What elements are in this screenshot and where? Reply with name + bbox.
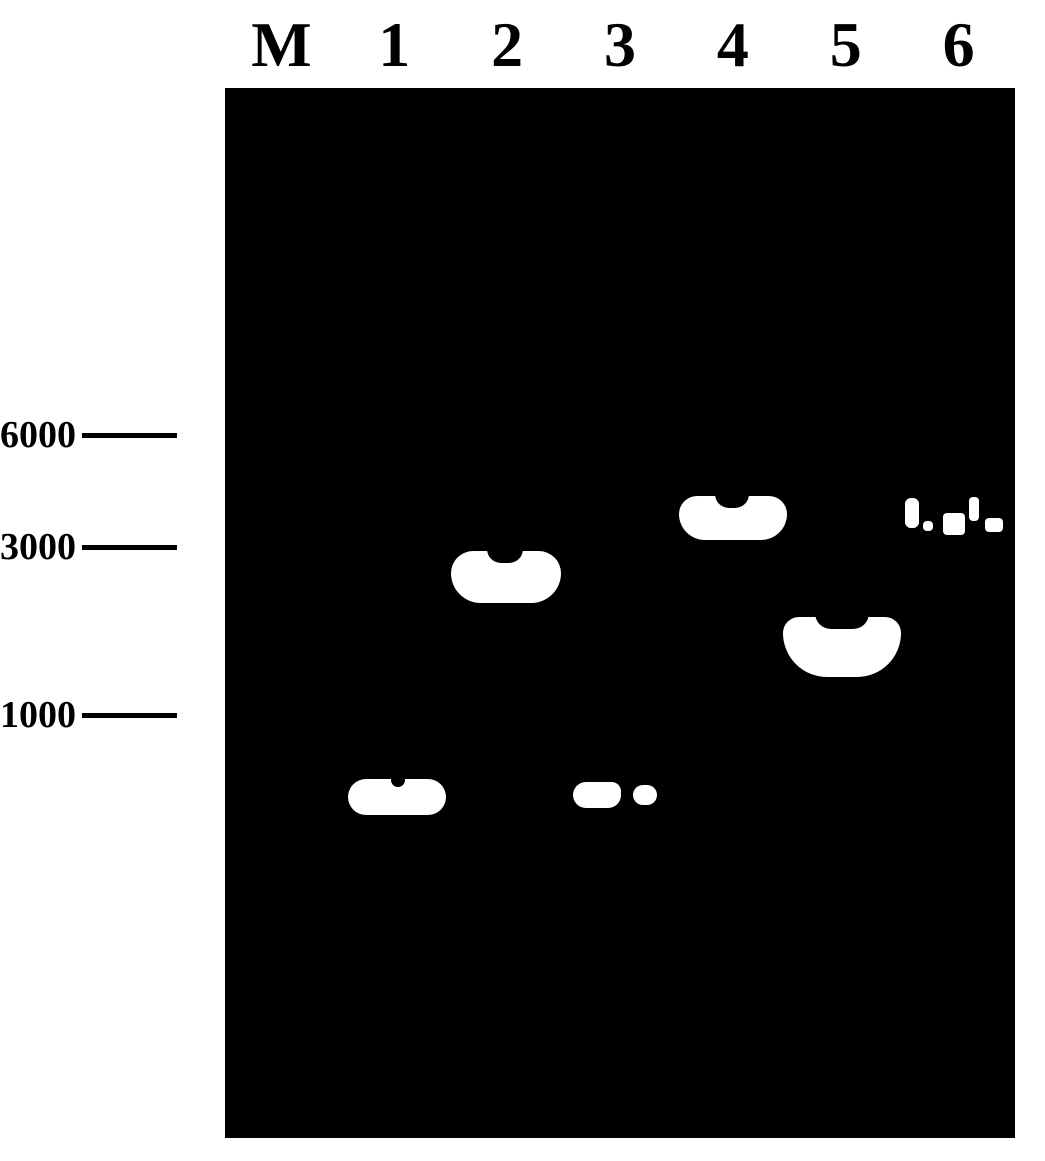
lane-label-4: 4: [676, 8, 789, 82]
lane-label-3: 3: [564, 8, 677, 82]
lane6-frag-c: [943, 513, 965, 535]
lane-label-2: 2: [451, 8, 564, 82]
marker-3000: 3000: [0, 525, 225, 569]
marker-3000-tick: [82, 545, 177, 550]
marker-6000-text: 6000: [0, 413, 76, 457]
lane6-frag-d: [969, 497, 979, 521]
marker-6000: 6000: [0, 413, 225, 457]
lane-label-6: 6: [902, 8, 1015, 82]
marker-axis: 6000 3000 1000: [0, 0, 225, 1161]
marker-3000-text: 3000: [0, 525, 76, 569]
marker-1000-tick: [82, 713, 177, 718]
marker-1000: 1000: [0, 693, 225, 737]
lane-label-5: 5: [789, 8, 902, 82]
lane3-band-left: [573, 782, 621, 808]
lane5-top-notch: [815, 613, 869, 629]
marker-6000-tick: [82, 433, 177, 438]
lane-label-M: M: [225, 8, 338, 82]
lane6-frag-b: [923, 521, 933, 531]
gel-image: [225, 88, 1015, 1138]
lane-labels-row: M 1 2 3 4 5 6: [225, 8, 1015, 80]
lane-label-1: 1: [338, 8, 451, 82]
lane6-frag-a: [905, 498, 919, 528]
lane3-band-right: [633, 785, 657, 805]
marker-1000-text: 1000: [0, 693, 76, 737]
lane6-frag-e: [985, 518, 1003, 532]
